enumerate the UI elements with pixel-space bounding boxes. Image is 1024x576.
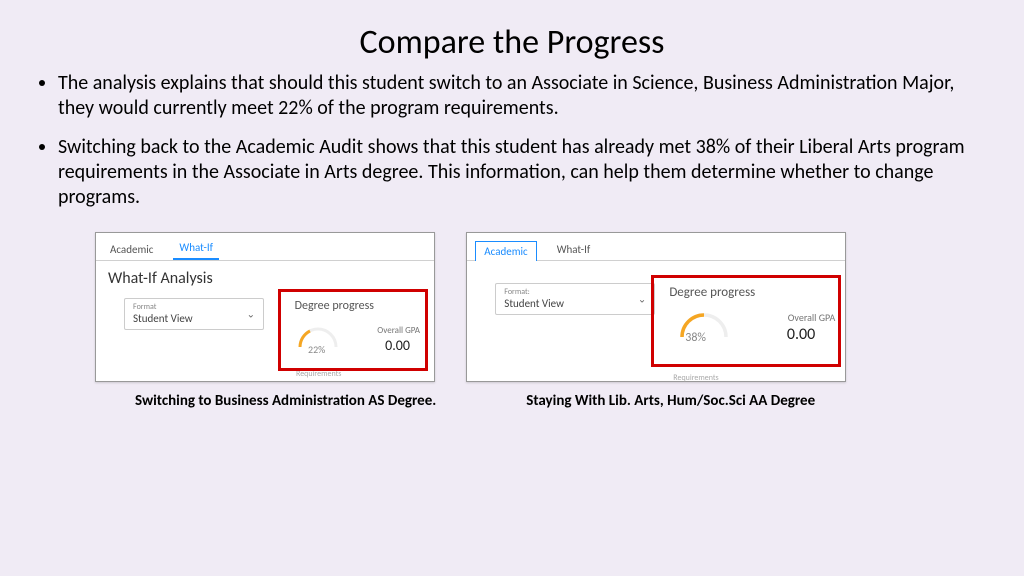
highlight-box: [278, 289, 428, 371]
whatif-subtitle: What-If Analysis: [96, 261, 434, 292]
format-dropdown[interactable]: Format: Student View ⌄: [495, 283, 655, 315]
screenshot-2: Academic What-If Format: Student View ⌄ …: [466, 232, 846, 382]
format-label: Format: [133, 302, 255, 312]
tab-academic[interactable]: Academic: [475, 241, 536, 261]
chevron-down-icon: ⌄: [247, 308, 255, 321]
screenshot-2-wrap: Academic What-If Format: Student View ⌄ …: [466, 232, 846, 410]
caption-2: Staying With Lib. Arts, Hum/Soc.Sci AA D…: [466, 382, 846, 410]
tab-whatif[interactable]: What-If: [173, 237, 219, 260]
tab-bar: Academic What-If: [96, 233, 434, 261]
format-value: Student View: [133, 312, 255, 325]
bullet-list: The analysis explains that should this s…: [0, 71, 1024, 210]
format-label: Format:: [504, 287, 646, 297]
format-value: Student View: [504, 297, 646, 310]
tab-whatif[interactable]: What-If: [551, 239, 597, 260]
chevron-down-icon: ⌄: [638, 293, 646, 306]
requirements-label: Requirements: [673, 373, 718, 383]
caption-1: Switching to Business Administration AS …: [95, 382, 436, 410]
page-title: Compare the Progress: [0, 0, 1024, 71]
bullet-item: The analysis explains that should this s…: [58, 71, 984, 121]
screenshot-1: Academic What-If What-If Analysis Format…: [95, 232, 435, 382]
highlight-box: [651, 275, 841, 367]
bullet-item: Switching back to the Academic Audit sho…: [58, 135, 984, 210]
screenshots-row: Academic What-If What-If Analysis Format…: [0, 224, 1024, 410]
screenshot-1-wrap: Academic What-If What-If Analysis Format…: [95, 232, 436, 410]
format-dropdown[interactable]: Format Student View ⌄: [124, 298, 264, 330]
tab-bar: Academic What-If: [467, 233, 845, 261]
tab-academic[interactable]: Academic: [104, 239, 159, 260]
